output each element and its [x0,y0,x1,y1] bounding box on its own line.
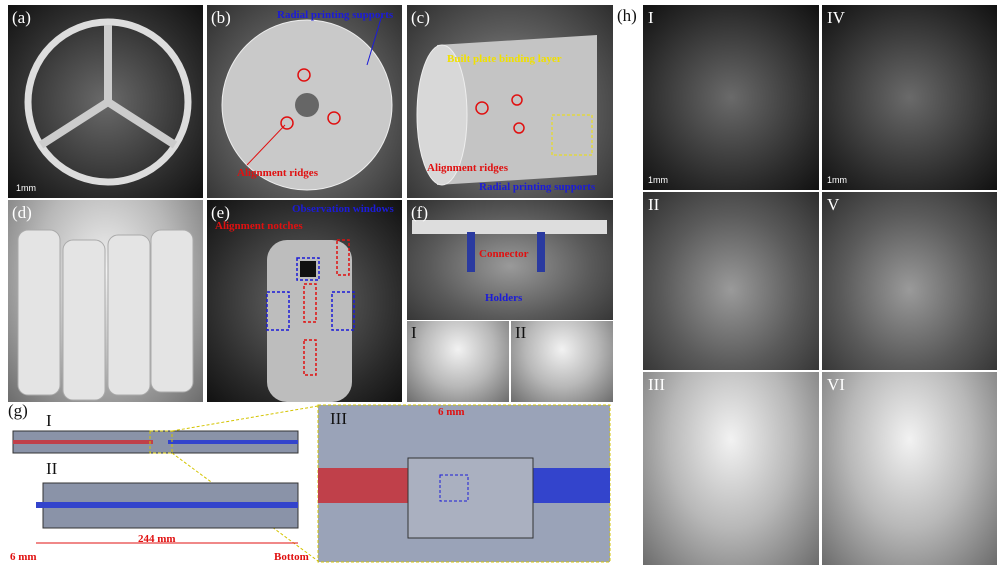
zoom-line [172,406,318,431]
panel-label: (g) [8,403,28,421]
tube-bundle [8,200,203,402]
tubes [18,230,193,400]
annotation: Alignment notches [215,220,303,232]
annotation: Alignment ridges [237,167,318,179]
inset-label: I [411,323,417,343]
annotation: Holders [485,292,522,304]
holder [467,232,475,272]
panel-d: (d) [8,200,203,402]
panel-g: (g) I II III 6 mm 244 mm 6 mm Bottom [8,403,613,565]
panel-label: (h) [617,6,637,26]
inset-f-ii: II [511,321,613,402]
panel-b: (b) Radial printing supports Alignment r… [207,5,402,198]
scale-bar: 1mm [827,175,847,185]
blue-rod [533,468,610,503]
panel-label: (a) [12,8,31,28]
hub [295,93,319,117]
panel-h-ii: II [643,192,819,370]
scale-bar: 1mm [16,183,36,193]
annotation: Alignment ridges [427,162,508,174]
inset-f-i: I [407,321,509,402]
panel-h-iii: III [643,372,819,565]
inset-label: II [515,323,526,343]
dimension: 6 mm [10,551,37,563]
tube [412,220,607,234]
annotation: Radial printing supports [277,9,393,21]
annotation: Bottom [274,551,309,563]
panel-label: (d) [12,203,32,223]
panel-h-v: V [822,192,997,370]
scale-bar: 1mm [648,175,668,185]
panel-f: (f) Connector Holders [407,200,613,320]
panel-h-i: I 1mm [643,5,819,190]
panel-c: (c) Built plate binding layer Alignment … [407,5,613,198]
annotation: Observation windows [292,203,394,215]
panel-e: (e) Observation windows Alignment notche… [207,200,402,402]
blue-rod [168,440,298,444]
ring-shape [8,5,203,198]
holder [537,232,545,272]
subpanel-label: I [648,8,654,28]
annotation: Connector [479,248,529,260]
figure: {"panels":[ {"label":"(a)","scale_bar":"… [0,0,997,565]
red-rod [13,440,153,444]
subpanel-label: II [46,459,57,479]
subpanel-label: III [648,375,665,395]
annotation: Radial printing supports [479,181,595,193]
subpanel-label: I [46,411,52,431]
blue-rod [36,502,298,508]
panel-h-vi: VI [822,372,997,565]
window [300,261,316,277]
panel-label: (b) [211,8,231,28]
panel-label: (c) [411,8,430,28]
dimension: 6 mm [438,406,465,418]
panel-a: (a) 1mm [8,5,203,198]
subpanel-label: II [648,195,659,215]
cad-drawing [8,403,613,565]
connector [408,458,533,538]
annotation: Built plate binding layer [447,53,562,65]
panel-label: (f) [411,203,428,223]
subpanel-label: III [330,409,347,429]
subpanel-label: IV [827,8,845,28]
dimension: 244 mm [138,533,176,545]
subpanel-label: V [827,195,839,215]
subpanel-label: VI [827,375,845,395]
panel-h-iv: IV 1mm [822,5,997,190]
ribs [41,25,175,145]
